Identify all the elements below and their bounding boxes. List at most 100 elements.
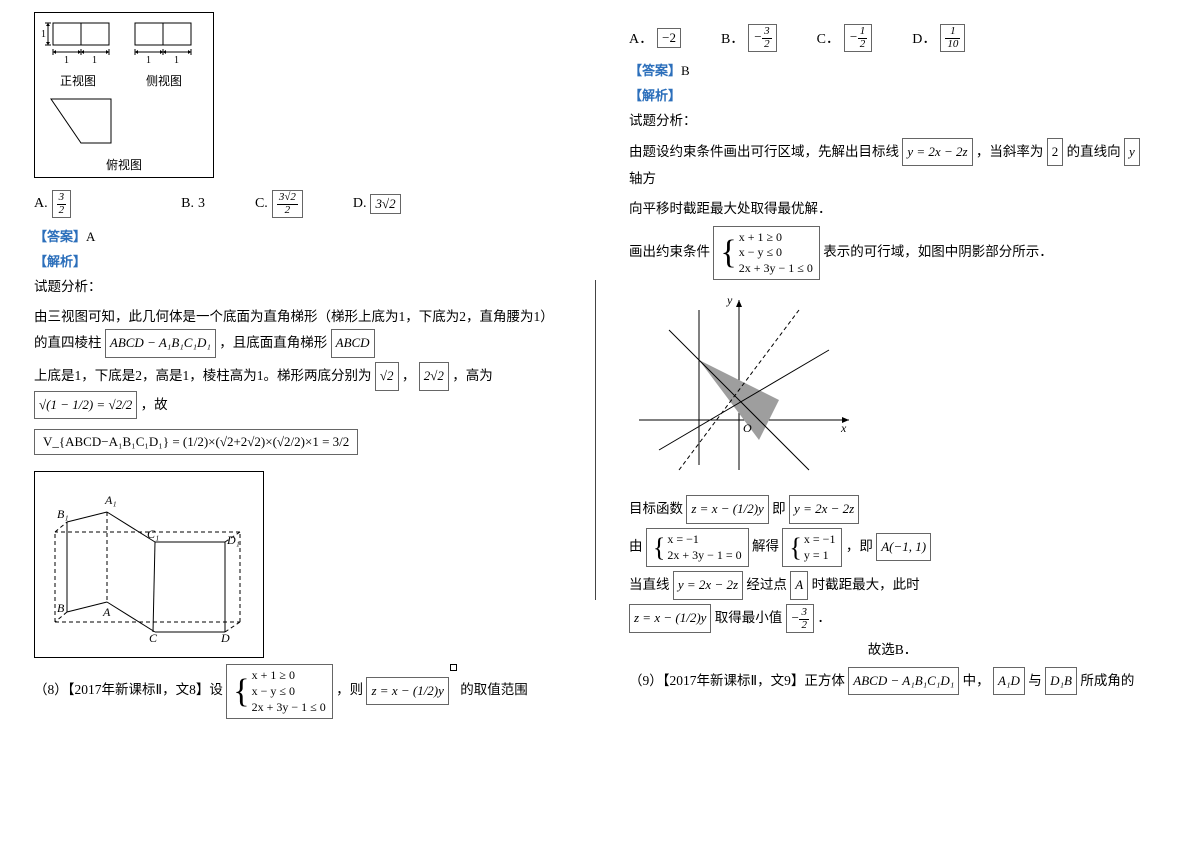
r-min-d: 2 — [799, 620, 809, 632]
pt-c1: C₁ — [147, 527, 159, 541]
q9-ad1: A₁D — [993, 667, 1025, 696]
q9-cube: ABCD − A₁B₁C₁D₁ — [848, 667, 959, 696]
side-view: 1 1 侧视图 — [129, 19, 199, 89]
analysis-label-right: 【解析】 — [629, 85, 1156, 104]
front-height-tick: 1 — [41, 29, 46, 40]
r-option-b: B． −32 — [721, 24, 777, 52]
analysis-line1: 试题分析： — [34, 274, 561, 300]
answer-label-left: 【答案】A — [34, 226, 561, 245]
pt-d: D — [220, 631, 230, 642]
r-sysA-r2: 2x + 3y − 1 = 0 — [667, 548, 741, 564]
q9-c: 与 — [1028, 673, 1042, 688]
q8-num: （8）【2017年新课标Ⅱ，文8】设 — [34, 683, 223, 698]
answer-value-left: A — [86, 229, 95, 244]
r-slope2: 2 — [1047, 138, 1064, 167]
r-p5a: 由 — [629, 539, 643, 554]
views-row-bottom: 俯视图 — [41, 93, 207, 173]
r-opt-c-n: 1 — [858, 26, 868, 39]
opt-b-val: 3 — [198, 196, 205, 212]
base-name: ABCD — [331, 329, 375, 358]
q8-sys-r2: x − y ≤ 0 — [252, 684, 326, 700]
r-ana-para4: 目标函数 z = x − (1/2)y 即 y = 2x − 2z — [629, 495, 1156, 524]
r-sys-r1: x + 1 ≥ 0 — [739, 230, 813, 246]
r-p1d: 轴方 — [629, 171, 656, 186]
left-column: 1 1 1 正视图 — [0, 0, 595, 842]
opt-c-label: C. — [255, 196, 268, 212]
r-opt-b-label: B． — [721, 28, 744, 48]
q9-b: 中， — [963, 673, 990, 688]
ana-p2b: ， — [402, 368, 416, 383]
r-period: ． — [817, 610, 831, 625]
r-opt-b-n: 3 — [762, 26, 772, 39]
options-row-right: A． −2 B． −32 C． −12 D． 110 — [629, 24, 1156, 52]
origin-label: O — [743, 421, 752, 435]
r-ana-para2: 向平移时截距最大处取得最优解． — [629, 196, 1156, 222]
r-min-n: 3 — [799, 607, 809, 620]
answer-value-right: B — [681, 63, 690, 78]
q9-num: （9）【2017年新课标Ⅱ，文9】正方体 — [629, 673, 845, 688]
front-view-caption: 正视图 — [41, 72, 115, 89]
r-p4b: 即 — [772, 501, 786, 516]
q8-system: { x + 1 ≥ 0 x − y ≤ 0 2x + 3y − 1 ≤ 0 — [226, 664, 332, 719]
opt-d-val: 3√2 — [370, 194, 400, 214]
r-ana-para5: 由 { x = −1 2x + 3y − 1 = 0 解得 { x = −1 y… — [629, 528, 1156, 567]
trap-height: √(1 − 1/2) = √2/2 — [34, 391, 137, 420]
front-w1: 1 — [64, 55, 69, 65]
r-opt-d-n: 1 — [945, 26, 960, 39]
front-w2: 1 — [92, 55, 97, 65]
ana-p2d: ，故 — [141, 397, 168, 412]
r-choose: 故选B． — [629, 637, 1156, 663]
r-p1c: 的直线向 — [1067, 144, 1121, 159]
cursor-box — [450, 664, 457, 671]
r-z-expr: z = x − (1/2)y — [686, 495, 768, 524]
r-ana-para3: 画出约束条件 { x + 1 ≥ 0 x − y ≤ 0 2x + 3y − 1… — [629, 226, 1156, 281]
q9: （9）【2017年新课标Ⅱ，文9】正方体 ABCD − A₁B₁C₁D₁ 中， … — [629, 667, 1156, 696]
option-b: B. 3 — [181, 190, 205, 218]
r-ana-para1: 由题设约束条件画出可行区域，先解出目标线 y = 2x − 2z ，当斜率为 2… — [629, 138, 1156, 192]
y-axis-label: y — [726, 293, 733, 307]
r-y-line: y = 2x − 2z — [789, 495, 859, 524]
pt-b: B — [57, 601, 65, 615]
r-p3a: 画出约束条件 — [629, 244, 710, 259]
r-opt-a-val: −2 — [657, 28, 681, 48]
pt-a1: A₁ — [104, 493, 117, 507]
answer-label-right: 【答案】B — [629, 60, 1156, 79]
r-answer-label-text: 【答案】 — [629, 63, 681, 78]
r-solA-r1: x = −1 — [804, 532, 836, 548]
q8: （8）【2017年新课标Ⅱ，文8】设 { x + 1 ≥ 0 x − y ≤ 0… — [34, 664, 561, 719]
feasible-region-figure: x y O — [629, 290, 1156, 485]
r-p3b: 表示的可行域，如图中阴影部分所示． — [823, 244, 1053, 259]
side-w1: 1 — [146, 55, 151, 65]
prism-name: ABCD − A₁B₁C₁D₁ — [105, 329, 216, 358]
r-z-at: z = x − (1/2)y — [629, 604, 711, 633]
pt-d1: D₁ — [226, 533, 240, 547]
opt-c-num: 3√2 — [277, 192, 298, 205]
top-view-caption: 俯视图 — [41, 156, 207, 173]
q8-text-c: 的取值范围 — [460, 683, 528, 698]
front-view: 1 1 1 正视图 — [41, 19, 115, 89]
option-d: D. 3√2 — [353, 190, 401, 218]
r-ana-para7: z = x − (1/2)y 取得最小值 −32 ． — [629, 604, 1156, 633]
prism-svg: A₁ B₁ C₁ D₁ B A C D — [45, 482, 255, 642]
r-b-neg: − — [753, 29, 762, 44]
q8-z: z = x − (1/2)y — [366, 677, 448, 706]
opt-c-den: 2 — [277, 205, 298, 217]
three-views-figure: 1 1 1 正视图 — [34, 12, 214, 178]
opt-a-num: 3 — [57, 192, 67, 205]
q8-text-b: ，则 — [336, 683, 363, 698]
pt-a: A — [102, 605, 111, 619]
page: 1 1 1 正视图 — [0, 0, 1191, 842]
r-p1a: 由题设约束条件画出可行区域，先解出目标线 — [629, 144, 899, 159]
r-c-neg: − — [849, 29, 858, 44]
r-sys-r2: x − y ≤ 0 — [739, 245, 813, 261]
r-solA: { x = −1 y = 1 — [782, 528, 842, 567]
2sqrt2: 2√2 — [419, 362, 449, 391]
q9-d: 所成角的 — [1080, 673, 1134, 688]
region-svg: x y O — [629, 290, 859, 480]
opt-b-label: B. — [181, 196, 194, 212]
r-p6c: 时截距最大，此时 — [812, 577, 920, 592]
top-view: 俯视图 — [41, 93, 207, 173]
r-option-d: D． 110 — [912, 24, 965, 52]
top-view-svg — [41, 93, 123, 149]
views-row-top: 1 1 1 正视图 — [41, 19, 207, 89]
